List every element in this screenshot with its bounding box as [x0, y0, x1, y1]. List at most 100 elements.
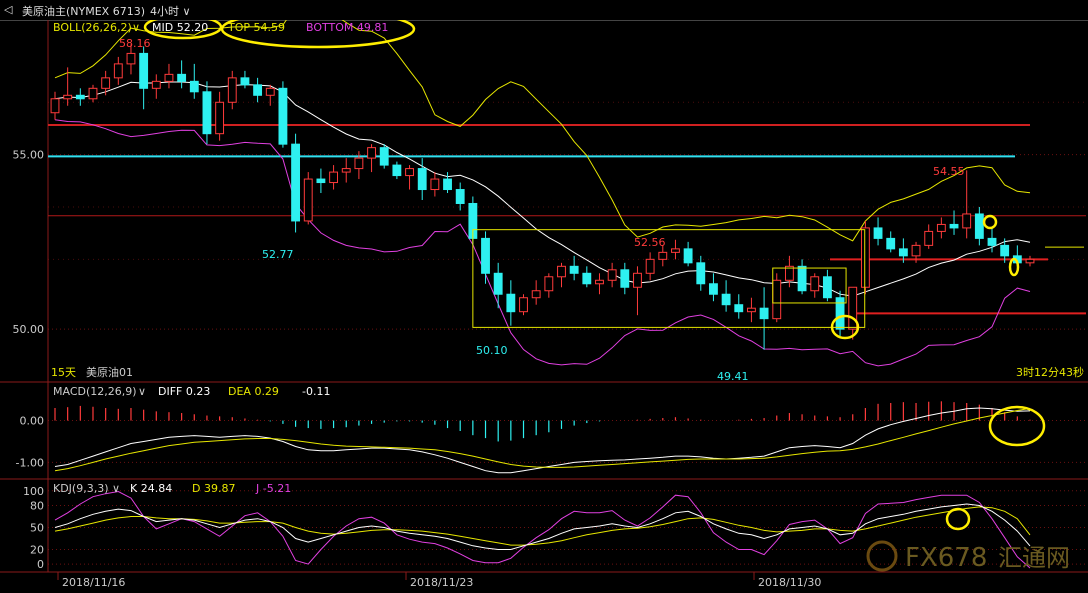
- back-icon[interactable]: ◁: [4, 3, 13, 16]
- countdown-label: 3时12分43秒: [1016, 365, 1084, 379]
- candle: [379, 144, 389, 169]
- kdj-tick-label: 50: [30, 521, 44, 534]
- candle: [240, 70, 250, 89]
- candle: [835, 290, 845, 337]
- ellipse-top-bottom: [220, 20, 416, 49]
- watermark-text-cn: 汇通网: [998, 544, 1070, 572]
- boll-bottom-line: [54, 119, 1031, 367]
- candle-body: [405, 168, 414, 177]
- support-resistance-lines: [48, 123, 1086, 315]
- candle: [303, 172, 313, 225]
- candle: [784, 255, 794, 288]
- boll-bottom-value: BOTTOM 49.81: [306, 21, 388, 34]
- candle: [671, 239, 680, 260]
- candle: [50, 91, 60, 120]
- candle-body: [911, 244, 921, 257]
- highlight-ellipses: [143, 20, 1046, 531]
- candle: [747, 297, 756, 323]
- consolidation-box: [472, 229, 866, 328]
- candle: [848, 286, 858, 340]
- candle-body: [822, 276, 832, 299]
- candle: [557, 262, 566, 288]
- instrument-title[interactable]: 美原油主(NYMEX 6713): [22, 5, 145, 18]
- period-label: 4小时: [150, 5, 179, 18]
- kdj-indicator-label: KDJ(9,3,3): [53, 482, 109, 495]
- candle-body: [265, 87, 275, 96]
- candle-body: [303, 178, 313, 222]
- boll-top-line: [54, 20, 1031, 242]
- candle-body: [329, 171, 338, 184]
- candle-body: [481, 237, 490, 274]
- candle: [417, 158, 427, 200]
- candle: [278, 81, 288, 148]
- chevron-down-icon: ∨: [112, 482, 120, 495]
- candle: [63, 67, 73, 106]
- candle: [455, 182, 465, 211]
- candle: [443, 172, 452, 194]
- kdj-tick-label: 100: [23, 485, 44, 498]
- candle-body: [50, 98, 60, 114]
- candle: [962, 170, 972, 239]
- candle: [936, 217, 946, 239]
- macd-tick-label: 0.00: [20, 415, 45, 428]
- candle: [544, 273, 554, 298]
- price-tick-label: 55.00: [13, 149, 45, 162]
- candle: [582, 266, 592, 288]
- candle-body: [519, 297, 528, 313]
- candle-body: [873, 227, 883, 239]
- candle-body: [974, 213, 984, 239]
- chevron-down-icon: ∨: [132, 21, 140, 34]
- candle-body: [633, 272, 642, 288]
- candle: [924, 224, 934, 249]
- candle-body: [898, 248, 908, 257]
- candle-body: [253, 84, 263, 96]
- candle-body: [886, 237, 896, 250]
- candle-body: [202, 91, 212, 135]
- kdj-k-line: [54, 503, 1031, 550]
- candle: [633, 266, 642, 316]
- ellipse-support-touch: [1008, 257, 1020, 277]
- candle: [405, 165, 414, 190]
- candle-body: [645, 258, 655, 274]
- candlesticks[interactable]: [50, 44, 1035, 350]
- kdj-k-value: K 24.84: [130, 482, 172, 495]
- date-tick-label: 2018/11/16: [62, 576, 125, 589]
- candle: [949, 210, 959, 235]
- candle-body: [531, 290, 541, 299]
- candle: [481, 231, 490, 284]
- candle: [151, 74, 161, 99]
- candle: [493, 262, 503, 309]
- candle: [898, 238, 908, 263]
- candle-body: [683, 248, 693, 264]
- candle-body: [341, 168, 351, 173]
- candle: [519, 294, 528, 316]
- candle-body: [379, 147, 389, 166]
- kdj-tick-label: 80: [30, 499, 44, 512]
- candle: [607, 262, 617, 288]
- candle: [911, 241, 921, 263]
- candle: [721, 280, 731, 312]
- candle: [620, 262, 630, 295]
- kdj-d-value: D 39.87: [192, 482, 235, 495]
- candle-body: [835, 297, 845, 330]
- candle: [430, 172, 440, 197]
- candle-body: [506, 293, 516, 313]
- candle-body: [392, 164, 402, 177]
- candle: [1000, 238, 1010, 263]
- candle-body: [721, 293, 731, 306]
- macd-dea-line: [54, 407, 1031, 472]
- candle: [797, 259, 807, 295]
- candle-body: [367, 147, 376, 159]
- candle-body: [784, 265, 794, 281]
- candle-body: [75, 94, 85, 100]
- candle: [126, 44, 136, 75]
- candle-body: [607, 269, 617, 281]
- candle-body: [151, 80, 161, 89]
- ellipse-breakout: [830, 314, 860, 340]
- period-selector[interactable]: 4小时 ∨: [150, 3, 191, 19]
- candle-body: [848, 286, 858, 330]
- candle: [974, 206, 984, 246]
- candle-body: [962, 213, 972, 229]
